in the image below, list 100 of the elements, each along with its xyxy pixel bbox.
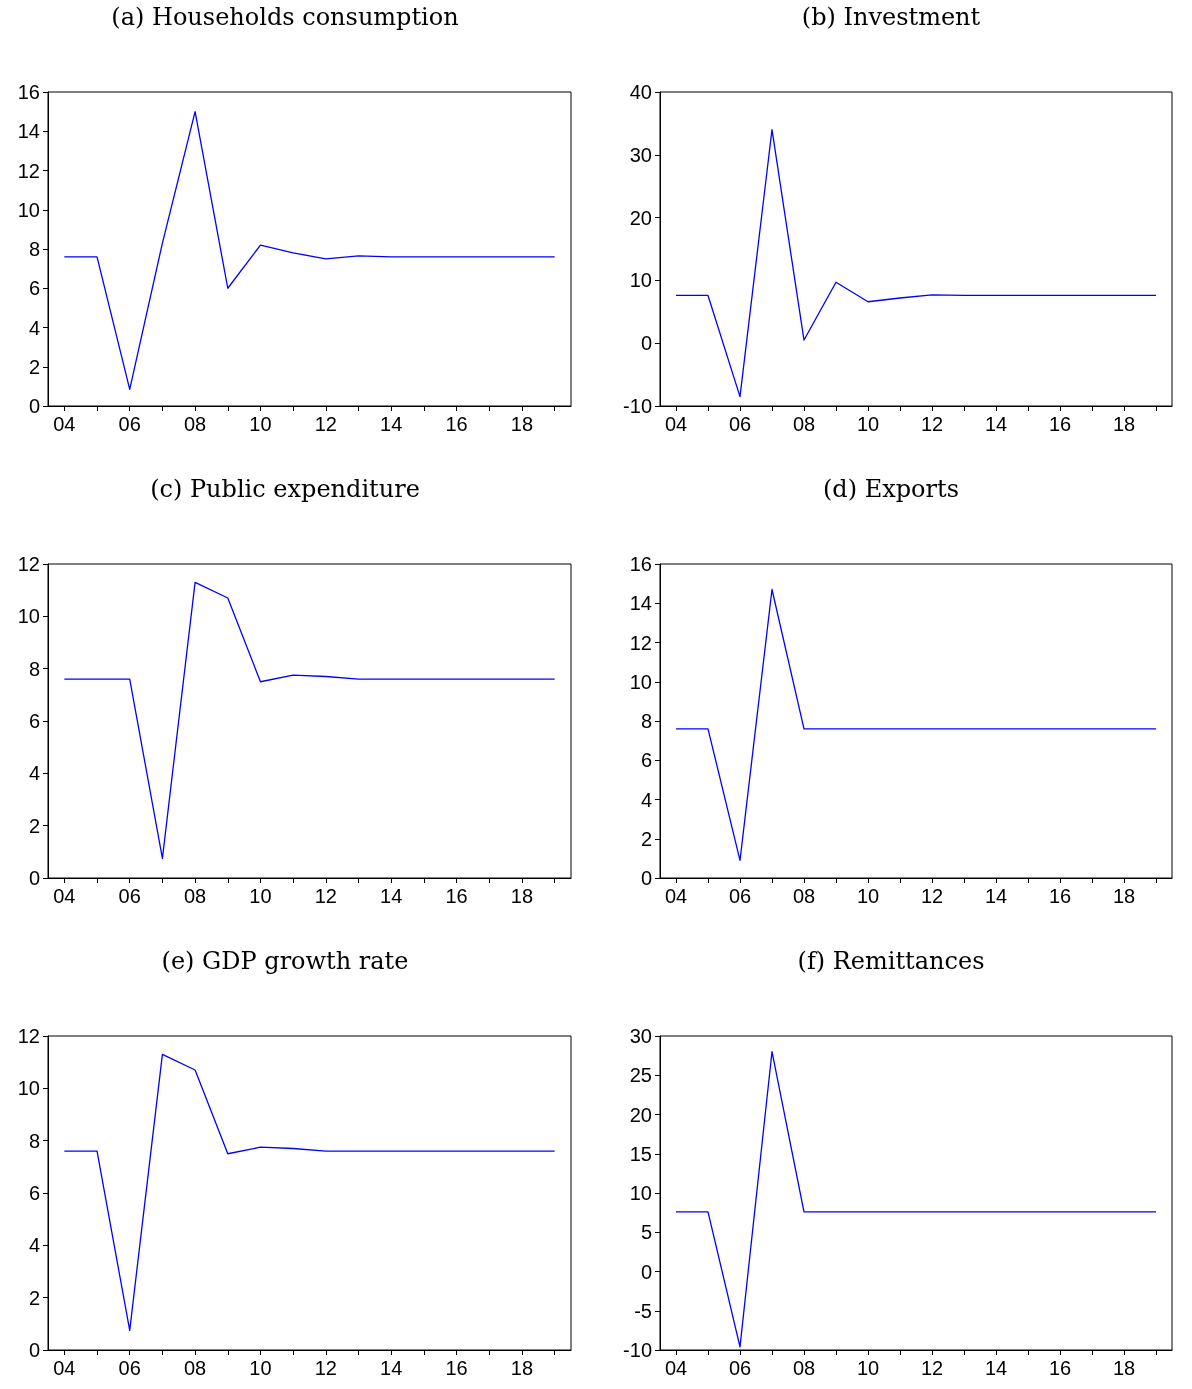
x-tick-label: 12 [314,1357,337,1379]
y-tick-label: 25 [629,1064,652,1087]
x-tick-label: 08 [792,885,816,907]
x-tick-label: 16 [1048,885,1072,907]
x-tick-label: 14 [984,413,1008,435]
x-tick-label: 04 [664,413,688,435]
line-series [63,1053,556,1332]
y-tick-label: 20 [629,1103,652,1126]
x-tick-label: 14 [984,885,1008,907]
y-tick-label: 5 [640,1221,652,1244]
x-tick-label: 12 [314,885,337,907]
x-tick-label: 14 [380,885,403,907]
y-tick-label: 12 [17,159,40,182]
y-tick-label: 6 [28,1182,40,1204]
x-tick-label: 06 [118,885,141,907]
x-tick-label: 16 [1048,413,1072,435]
chart-title: (c) Public expenditure [150,475,420,503]
y-tick-label: 12 [629,631,652,654]
y-tick-label: 14 [629,592,652,615]
y-tick-label: 2 [28,1286,40,1309]
chart-title: (e) GDP growth rate [161,947,409,975]
y-tick-label: 6 [28,710,40,732]
x-tick-label: 14 [380,413,403,435]
x-tick-label: 12 [314,413,337,435]
x-tick-label: 12 [920,413,944,435]
x-tick-label: 14 [380,1357,403,1379]
x-tick-label: 14 [984,1357,1008,1379]
x-tick-label: 18 [510,413,534,435]
x-tick-label: 18 [1112,885,1136,907]
y-tick-label: 10 [17,605,40,628]
line-series [63,110,556,390]
y-tick-label: 16 [17,81,40,103]
y-tick-label: 4 [28,1234,40,1257]
chart-title: (f) Remittances [797,947,985,975]
x-tick-label: 18 [510,1357,534,1379]
y-tick-label: -10 [623,1339,652,1361]
x-tick-label: 18 [510,885,534,907]
y-tick-label: 15 [629,1142,652,1165]
y-tick-label: 8 [640,710,652,732]
x-tick-label: 16 [445,885,468,907]
x-tick-label: 06 [118,1357,141,1379]
x-tick-label: 10 [249,1357,272,1379]
y-tick-label: 10 [629,670,652,693]
x-tick-label: 16 [1048,1357,1072,1379]
x-tick-label: 04 [53,885,76,907]
x-tick-label: 08 [183,885,207,907]
x-tick-label: 10 [856,885,880,907]
y-tick-label: 30 [629,143,652,166]
x-tick-label: 12 [920,885,944,907]
y-tick-label: 8 [28,1129,40,1152]
x-tick-label: 06 [728,413,752,435]
y-tick-label: 10 [17,198,40,221]
x-tick-label: 16 [445,1357,468,1379]
y-tick-label: 6 [640,749,652,772]
y-tick-label: 10 [629,1182,652,1204]
y-tick-label: 0 [28,867,40,889]
y-tick-label: 0 [640,332,652,355]
line-series [675,129,1157,398]
x-tick-label: 04 [53,1357,76,1379]
x-tick-label: 04 [664,1357,688,1379]
y-tick-label: 10 [629,269,652,292]
x-tick-label: 08 [183,1357,207,1379]
y-tick-label: 8 [28,238,40,260]
x-tick-label: 04 [53,413,76,435]
x-tick-label: 12 [920,1357,944,1379]
y-tick-label: 0 [640,867,652,889]
y-tick-label: 4 [640,788,652,811]
x-tick-label: 08 [792,1357,816,1379]
x-tick-label: 16 [445,413,468,435]
chart-title: (d) Exports [822,475,960,503]
y-tick-label: -5 [634,1299,652,1322]
x-tick-label: 18 [1112,1357,1136,1379]
chart-title: (b) Investment [801,3,981,31]
y-tick-label: 16 [629,553,652,575]
y-tick-label: 6 [28,277,40,300]
y-tick-label: -10 [623,395,652,417]
x-tick-label: 08 [183,413,207,435]
x-tick-label: 08 [792,413,816,435]
x-tick-label: 04 [664,885,688,907]
y-tick-label: 2 [640,827,652,850]
y-tick-label: 2 [28,355,40,378]
y-tick-label: 12 [17,553,40,575]
chart-title: (a) Households consumption [111,3,459,31]
y-tick-label: 0 [640,1260,652,1283]
y-tick-label: 10 [17,1077,40,1100]
x-tick-label: 10 [856,1357,880,1379]
y-tick-label: 40 [629,81,652,103]
y-tick-label: 12 [17,1025,40,1047]
line-series [63,581,556,860]
y-tick-label: 8 [28,657,40,680]
y-tick-label: 0 [28,1339,40,1361]
x-tick-label: 18 [1112,413,1136,435]
y-tick-label: 4 [28,316,40,339]
y-tick-label: 30 [629,1025,652,1047]
x-tick-label: 10 [249,885,272,907]
y-tick-label: 2 [28,814,40,837]
y-tick-label: 4 [28,762,40,785]
x-tick-label: 10 [856,413,880,435]
x-tick-label: 06 [118,413,141,435]
y-tick-label: 20 [629,206,652,229]
